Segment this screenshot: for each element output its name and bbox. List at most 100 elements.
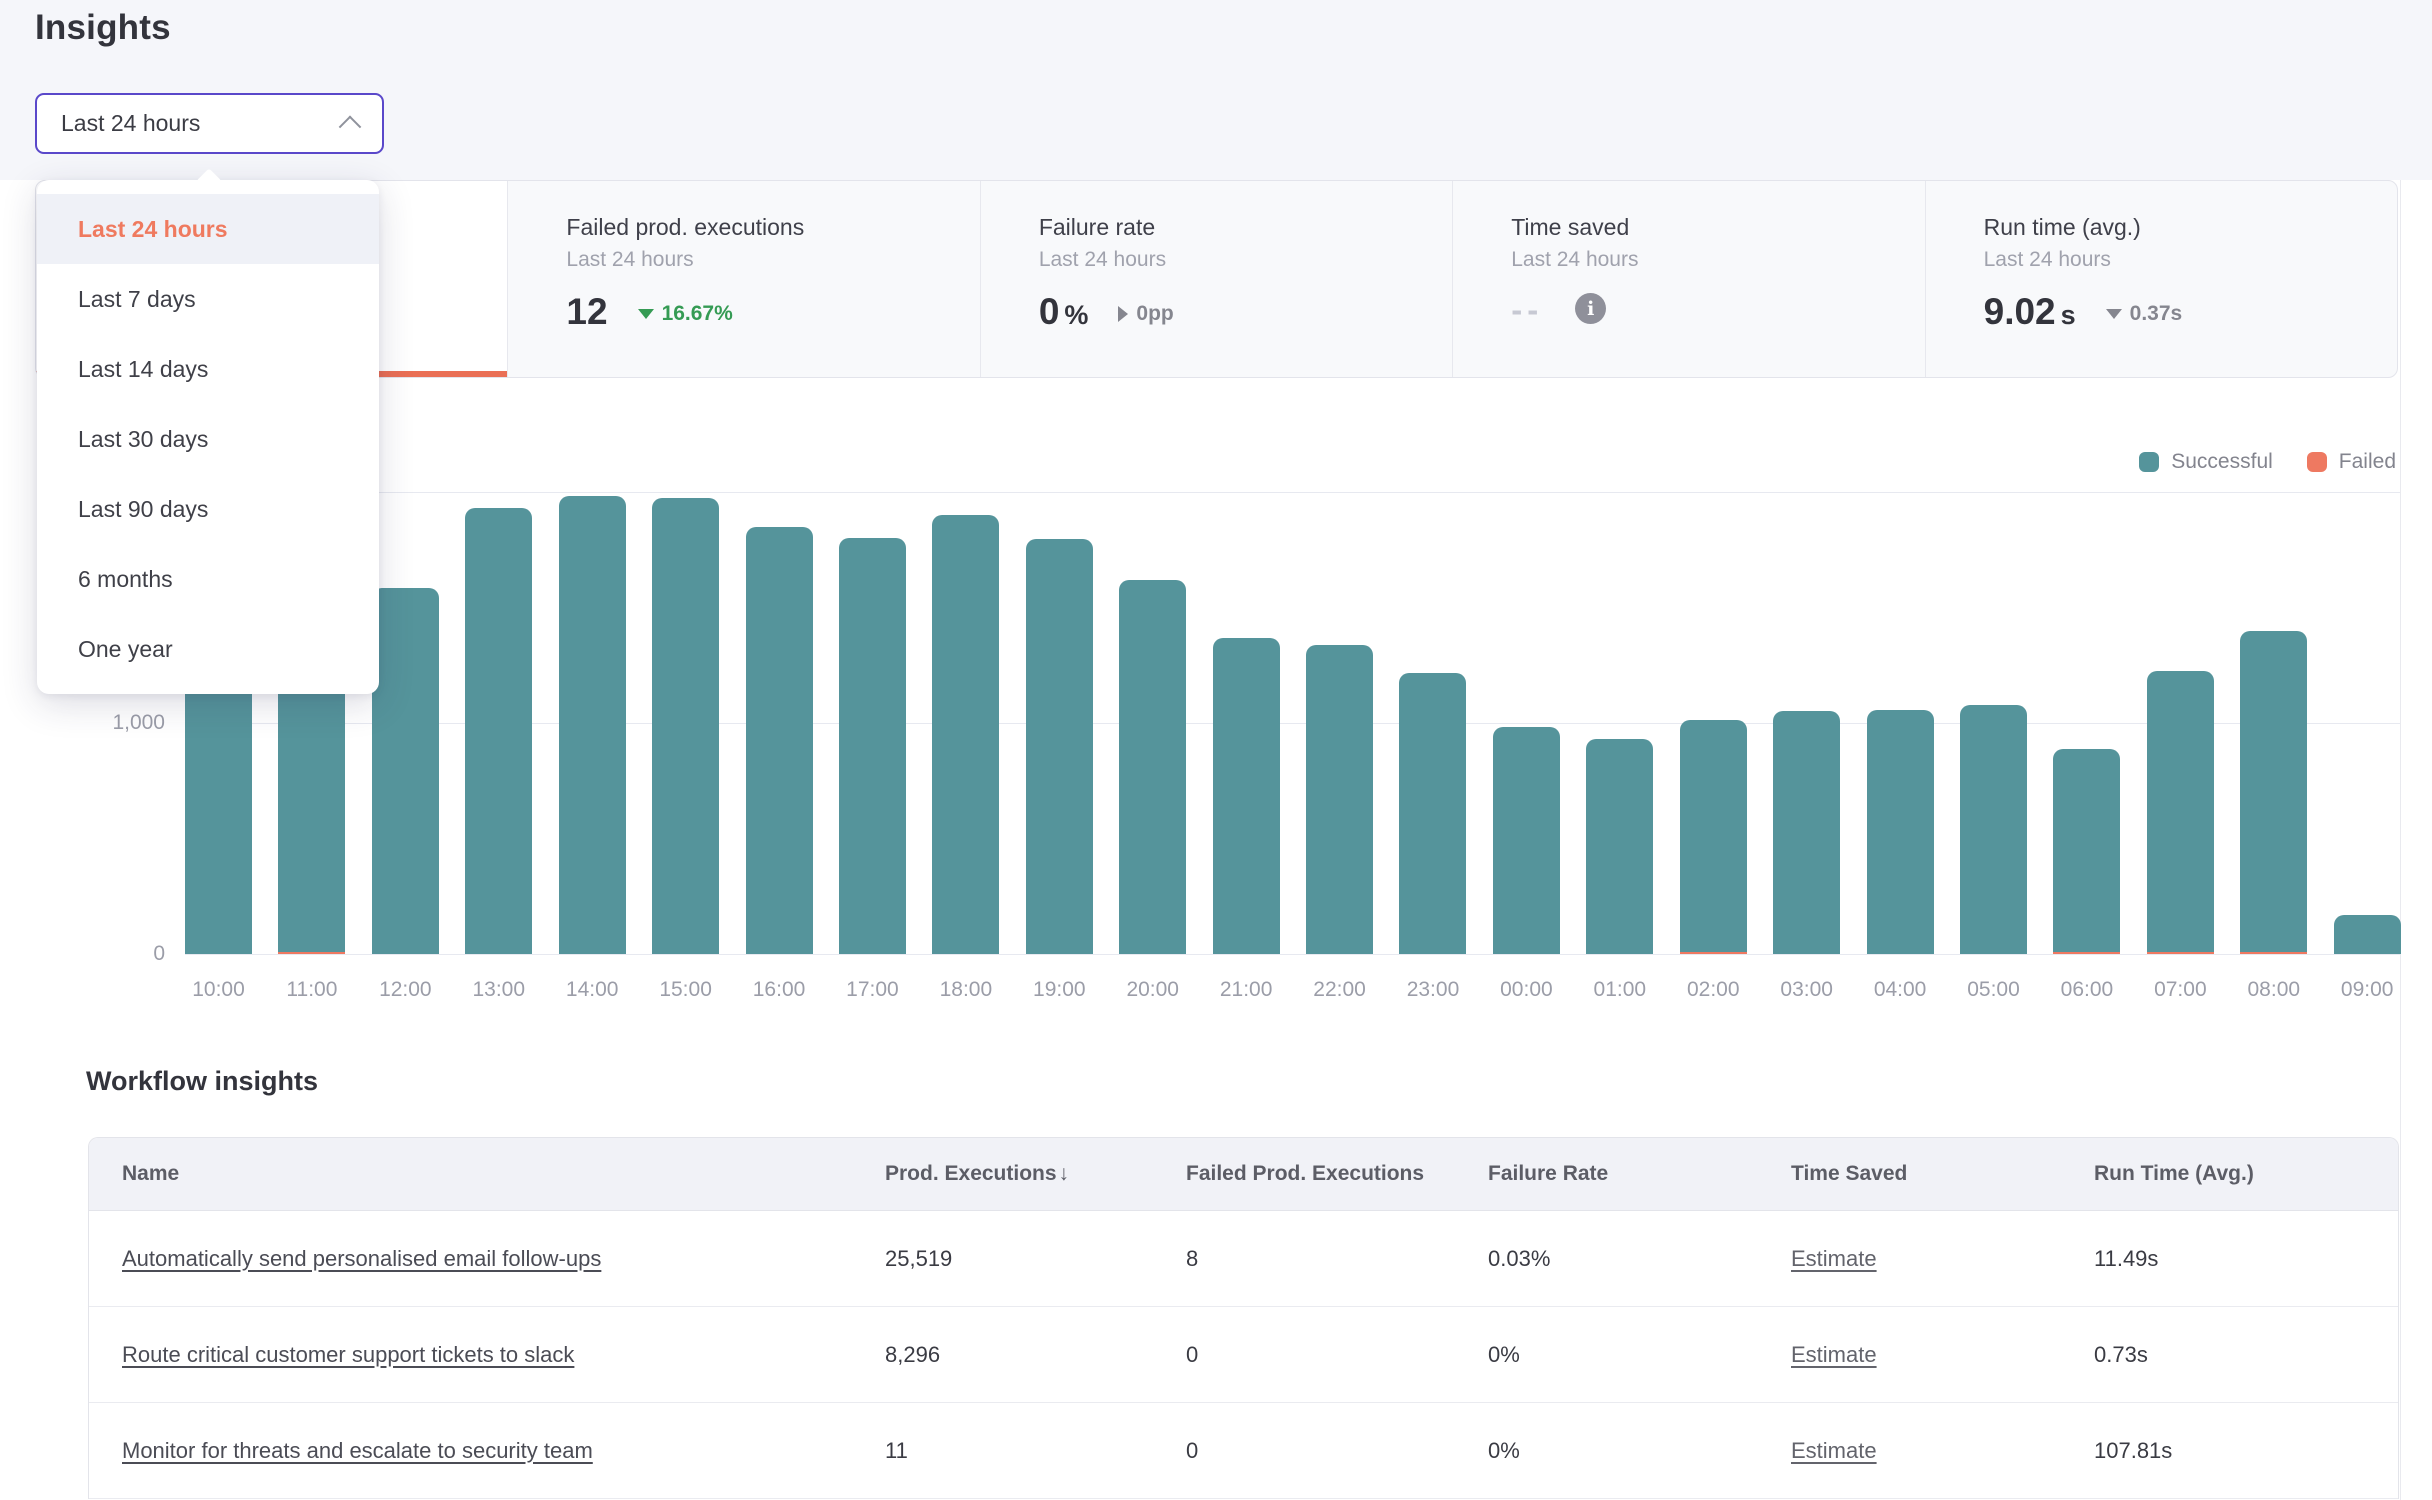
chart-x-tick-label: 22:00 bbox=[1306, 978, 1373, 1002]
dropdown-option-last-14-days[interactable]: Last 14 days bbox=[37, 334, 379, 404]
run-time-value: 107.81s bbox=[2094, 1438, 2172, 1463]
dropdown-option-last-24-hours[interactable]: Last 24 hours bbox=[37, 194, 379, 264]
executions-bar-chart bbox=[185, 430, 2401, 954]
chart-x-tick-label: 23:00 bbox=[1399, 978, 1466, 1002]
bar-successful-segment bbox=[1119, 580, 1186, 954]
bar-07:00 bbox=[2147, 430, 2214, 954]
time-saved-estimate-link[interactable]: Estimate bbox=[1791, 1342, 1877, 1367]
bar-successful-segment bbox=[1213, 638, 1280, 955]
dropdown-option-6-months[interactable]: 6 months bbox=[37, 544, 379, 614]
bar-failed-segment bbox=[2053, 952, 2120, 954]
stat-card-unit: s bbox=[2061, 300, 2076, 330]
chart-x-tick-label: 19:00 bbox=[1026, 978, 1093, 1002]
prod-executions-value: 25,519 bbox=[885, 1246, 952, 1271]
stat-card-subtitle: Last 24 hours bbox=[1984, 248, 2397, 272]
dropdown-option-last-7-days[interactable]: Last 7 days bbox=[37, 264, 379, 334]
bar-20:00 bbox=[1119, 430, 1186, 954]
time-saved-estimate-link[interactable]: Estimate bbox=[1791, 1246, 1877, 1271]
chevron-up-icon bbox=[339, 115, 362, 138]
info-icon[interactable]: i bbox=[1575, 293, 1606, 324]
stat-card-failure-rate[interactable]: Failure rateLast 24 hours0%0pp bbox=[981, 181, 1453, 377]
chart-x-tick-label: 05:00 bbox=[1960, 978, 2027, 1002]
legend-label: Successful bbox=[2171, 450, 2273, 474]
workflow-name-link[interactable]: Monitor for threats and escalate to secu… bbox=[122, 1438, 593, 1463]
bar-22:00 bbox=[1306, 430, 1373, 954]
column-header-failed-prod-executions[interactable]: Failed Prod. Executions bbox=[1186, 1162, 1488, 1186]
legend-item-successful[interactable]: Successful bbox=[2139, 450, 2273, 474]
table-row: Monitor for threats and escalate to secu… bbox=[89, 1403, 2398, 1499]
bar-successful-segment bbox=[932, 515, 999, 954]
stat-card-value-row: --i bbox=[1511, 293, 1924, 326]
stat-card-delta-text: 16.67% bbox=[662, 302, 733, 326]
time-filter-selected-value: Last 24 hours bbox=[61, 110, 200, 137]
chart-x-tick-label: 00:00 bbox=[1493, 978, 1560, 1002]
bar-failed-segment bbox=[2147, 952, 2214, 954]
workflow-name-link[interactable]: Automatically send personalised email fo… bbox=[122, 1246, 601, 1271]
bar-04:00 bbox=[1867, 430, 1934, 954]
bar-15:00 bbox=[652, 430, 719, 954]
stat-card-failed-prod-executions[interactable]: Failed prod. executionsLast 24 hours1216… bbox=[508, 181, 980, 377]
bar-successful-segment bbox=[1306, 645, 1373, 955]
prod-executions-value: 8,296 bbox=[885, 1342, 940, 1367]
time-saved-estimate-link[interactable]: Estimate bbox=[1791, 1438, 1877, 1463]
chart-x-tick-label: 10:00 bbox=[185, 978, 252, 1002]
bar-08:00 bbox=[2240, 430, 2307, 954]
bar-successful-segment bbox=[652, 498, 719, 954]
column-header-time-saved[interactable]: Time Saved bbox=[1791, 1162, 2094, 1186]
stat-card-title: Failure rate bbox=[1039, 214, 1452, 241]
triangle-right-icon bbox=[1118, 306, 1128, 322]
chart-x-tick-label: 11:00 bbox=[278, 978, 345, 1002]
stat-card-run-time-avg-[interactable]: Run time (avg.)Last 24 hours9.02s0.37s bbox=[1926, 181, 2397, 377]
stat-card-value: 12 bbox=[566, 293, 607, 330]
time-filter-trigger[interactable]: Last 24 hours bbox=[35, 93, 384, 154]
legend-label: Failed bbox=[2339, 450, 2396, 474]
chart-x-tick-label: 03:00 bbox=[1773, 978, 1840, 1002]
bar-failed-segment bbox=[1680, 952, 1747, 954]
stat-card-time-saved[interactable]: Time savedLast 24 hours--i bbox=[1453, 181, 1925, 377]
bar-successful-segment bbox=[2334, 915, 2401, 954]
column-header-prod-executions[interactable]: Prod. Executions↓ bbox=[885, 1162, 1186, 1186]
workflow-name-link[interactable]: Route critical customer support tickets … bbox=[122, 1342, 574, 1367]
bar-05:00 bbox=[1960, 430, 2027, 954]
bar-18:00 bbox=[932, 430, 999, 954]
stat-card-subtitle: Last 24 hours bbox=[566, 248, 979, 272]
dropdown-option-last-90-days[interactable]: Last 90 days bbox=[37, 474, 379, 544]
bar-successful-segment bbox=[746, 527, 813, 954]
stat-card-title: Time saved bbox=[1511, 214, 1924, 241]
chart-x-tick-label: 20:00 bbox=[1119, 978, 1186, 1002]
dropdown-option-one-year[interactable]: One year bbox=[37, 614, 379, 684]
chart-x-tick-label: 12:00 bbox=[372, 978, 439, 1002]
bar-failed-segment bbox=[2240, 952, 2307, 954]
column-header-run-time-avg-[interactable]: Run Time (Avg.) bbox=[2094, 1162, 2398, 1186]
failed-prod-executions-value: 0 bbox=[1186, 1342, 1198, 1367]
bar-successful-segment bbox=[1026, 539, 1093, 954]
sort-desc-icon: ↓ bbox=[1059, 1162, 1070, 1185]
bar-successful-segment bbox=[372, 588, 439, 954]
chart-x-tick-label: 17:00 bbox=[839, 978, 906, 1002]
bar-17:00 bbox=[839, 430, 906, 954]
column-header-name[interactable]: Name bbox=[89, 1162, 885, 1186]
legend-item-failed[interactable]: Failed bbox=[2307, 450, 2396, 474]
column-header-failure-rate[interactable]: Failure Rate bbox=[1488, 1162, 1791, 1186]
table-header-row: NameProd. Executions↓Failed Prod. Execut… bbox=[89, 1138, 2398, 1211]
bar-13:00 bbox=[465, 430, 532, 954]
bar-09:00 bbox=[2334, 430, 2401, 954]
chart-y-tick-label: 1,000 bbox=[30, 711, 165, 735]
bar-16:00 bbox=[746, 430, 813, 954]
legend-swatch-icon bbox=[2307, 452, 2327, 472]
bar-06:00 bbox=[2053, 430, 2120, 954]
run-time-value: 11.49s bbox=[2094, 1246, 2158, 1271]
chart-x-axis-labels: 10:0011:0012:0013:0014:0015:0016:0017:00… bbox=[185, 978, 2401, 1002]
bar-02:00 bbox=[1680, 430, 1747, 954]
chart-x-tick-label: 02:00 bbox=[1680, 978, 1747, 1002]
stat-card-subtitle: Last 24 hours bbox=[1039, 248, 1452, 272]
chart-gridline bbox=[185, 954, 2401, 955]
chart-x-tick-label: 06:00 bbox=[2053, 978, 2120, 1002]
chart-x-tick-label: 18:00 bbox=[932, 978, 999, 1002]
stat-card-delta: 0.37s bbox=[2106, 302, 2183, 326]
bar-successful-segment bbox=[465, 508, 532, 954]
stat-card-value: 9.02s bbox=[1984, 293, 2076, 330]
bar-23:00 bbox=[1399, 430, 1466, 954]
stat-card-delta: 16.67% bbox=[638, 302, 733, 326]
dropdown-option-last-30-days[interactable]: Last 30 days bbox=[37, 404, 379, 474]
